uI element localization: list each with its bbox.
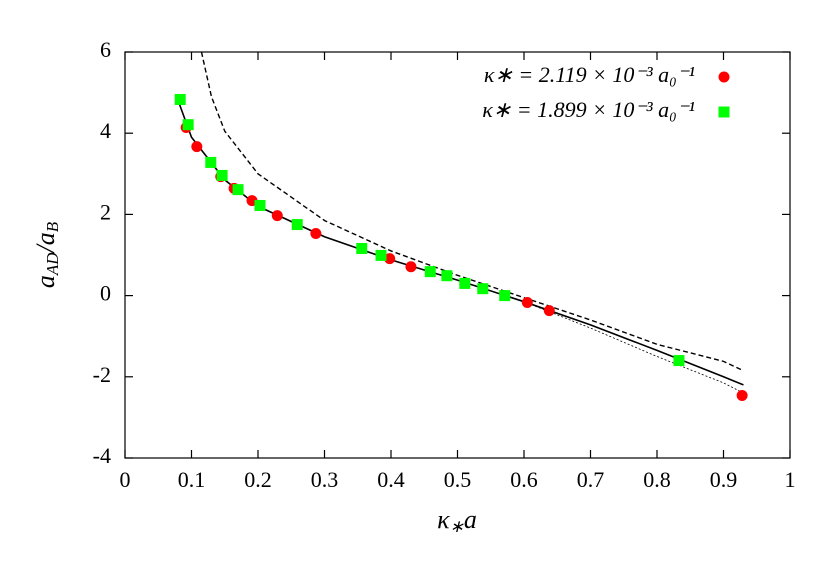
data-point — [543, 305, 555, 317]
data-point — [441, 270, 453, 282]
legend-label: κ∗ = 1.899 × 10⁻³ a₀⁻¹ — [482, 97, 695, 122]
data-point — [356, 243, 368, 255]
data-point — [254, 199, 266, 211]
data-point — [521, 297, 533, 309]
x-tick-label: 0.2 — [244, 467, 272, 492]
fit-line — [200, 52, 744, 372]
x-tick-label: 0.8 — [643, 467, 671, 492]
x-tick-label: 0.1 — [178, 467, 206, 492]
data-point — [216, 169, 228, 181]
data-point — [291, 219, 303, 231]
x-tick-label: 0.9 — [710, 467, 738, 492]
x-tick-label: 0 — [120, 467, 131, 492]
legend-marker — [718, 71, 730, 83]
data-point — [405, 261, 417, 273]
x-tick-label: 0.6 — [510, 467, 538, 492]
data-point — [205, 156, 217, 168]
data-point — [375, 249, 387, 261]
x-axis-label: κ∗a — [437, 505, 477, 536]
fit-line — [177, 100, 744, 386]
fit-line — [523, 301, 744, 394]
y-tick-label: 0 — [100, 281, 111, 306]
x-tick-label: 0.7 — [577, 467, 605, 492]
data-point — [477, 283, 489, 295]
legend-marker — [718, 106, 730, 118]
data-point — [182, 119, 194, 131]
plot-frame — [124, 51, 791, 459]
data-point — [736, 389, 748, 401]
x-tick-label: 0.5 — [444, 467, 472, 492]
data-point — [271, 210, 283, 222]
data-point — [673, 355, 685, 367]
data-point — [191, 141, 203, 153]
y-tick-label: 6 — [100, 37, 111, 62]
data-point — [310, 227, 322, 239]
y-tick-label: 2 — [100, 199, 111, 224]
data-point — [499, 290, 511, 302]
y-tick-label: -4 — [93, 443, 111, 468]
y-axis-label: aAD/aB — [31, 221, 62, 288]
data-point — [384, 253, 396, 265]
x-tick-label: 1 — [785, 467, 796, 492]
y-tick-label: -2 — [93, 362, 111, 387]
y-tick-label: 4 — [100, 118, 111, 143]
data-point — [174, 94, 186, 106]
data-point — [424, 266, 436, 278]
legend-label: κ∗ = 2.119 × 10⁻³ a₀⁻¹ — [484, 62, 695, 87]
x-tick-label: 0.4 — [377, 467, 405, 492]
x-tick-label: 0.3 — [311, 467, 339, 492]
data-point — [232, 184, 244, 196]
data-point — [459, 277, 471, 289]
